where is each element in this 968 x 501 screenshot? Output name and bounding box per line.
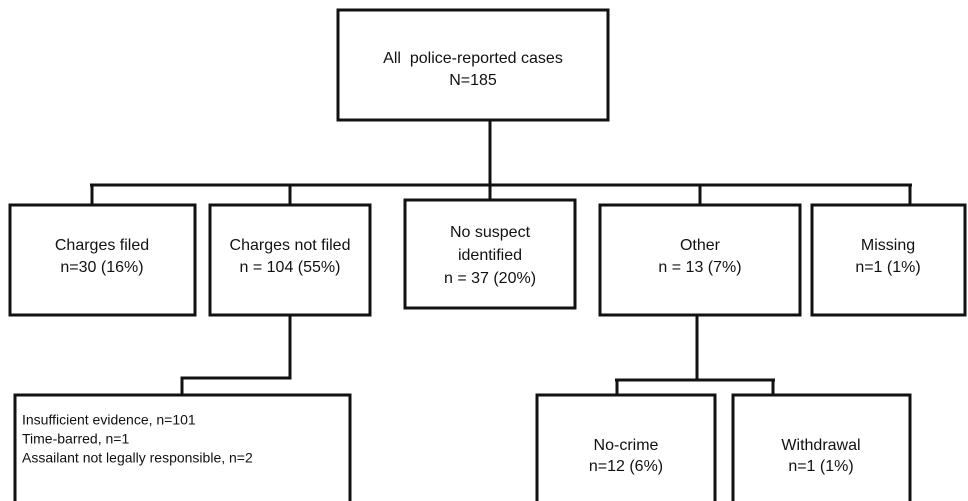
box [13,393,352,501]
node-label: n=12 (6%) [589,458,663,475]
connector [615,315,775,395]
node-label: N=185 [449,72,497,89]
node-label: n=1 (1%) [788,458,853,475]
node-label: No-crime [594,437,659,454]
node-label: n = 37 (20%) [444,270,536,287]
node-label: No suspect [450,224,531,241]
node-label: Time-barred, n=1 [22,431,129,447]
connector [180,315,292,395]
box [731,393,912,501]
node-label: Assailant not legally responsible, n=2 [22,450,253,466]
connectors [90,120,912,395]
node-label: All police-reported cases [383,50,563,67]
node-label: Charges not filed [230,237,351,254]
node-label: n = 104 (55%) [240,259,341,276]
box [8,203,197,317]
box [810,203,967,317]
box [208,203,372,317]
node-label: n=30 (16%) [60,259,143,276]
node-label: Charges filed [55,237,149,254]
node-label: Withdrawal [781,437,860,454]
box [598,203,802,317]
node-label: n = 13 (7%) [658,259,741,276]
node-label: n=1 (1%) [855,259,920,276]
node-label: identified [458,247,522,264]
node-label: Other [680,237,721,254]
box [403,198,577,310]
box [535,393,717,501]
box [336,8,610,122]
node-label: Missing [861,237,915,254]
node-label: Insufficient evidence, n=101 [22,412,196,428]
